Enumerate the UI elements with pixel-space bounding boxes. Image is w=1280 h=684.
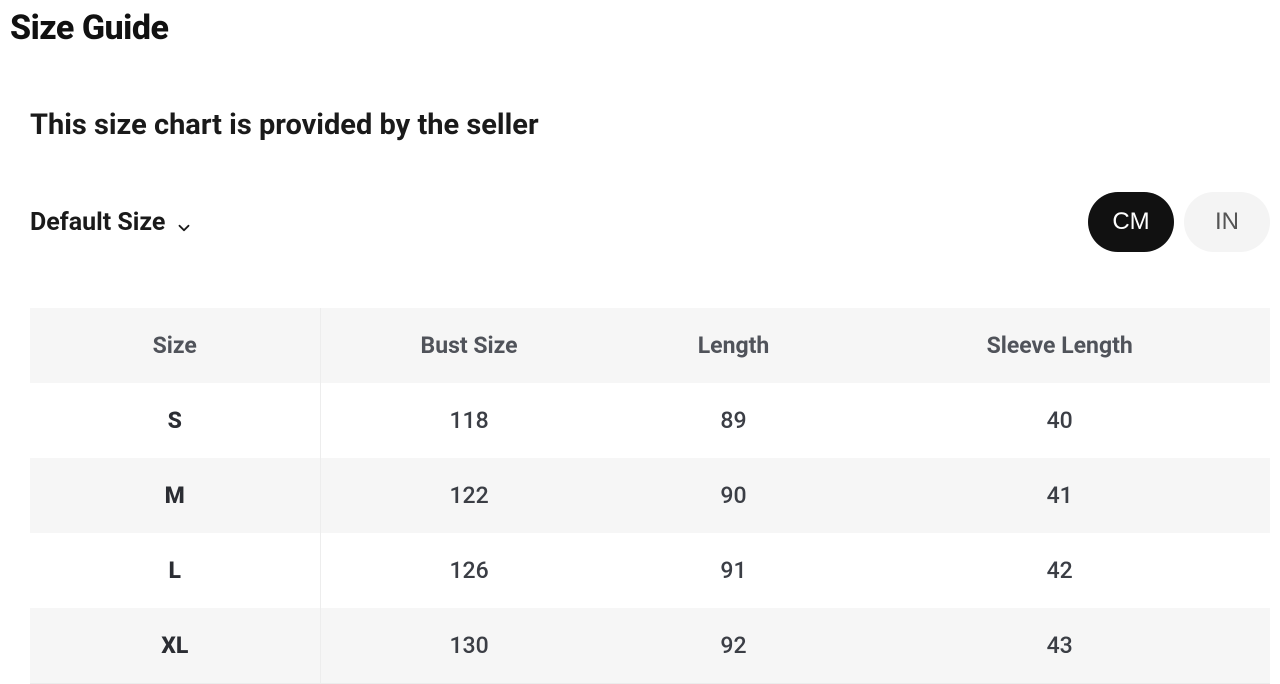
table-row: L 126 91 42 <box>30 533 1270 608</box>
unit-cm-button[interactable]: CM <box>1088 192 1174 252</box>
value-cell: 42 <box>849 533 1270 608</box>
value-cell: 122 <box>320 458 618 533</box>
value-cell: 118 <box>320 383 618 458</box>
table-row: S 118 89 40 <box>30 383 1270 458</box>
size-cell: XL <box>30 608 320 684</box>
value-cell: 126 <box>320 533 618 608</box>
size-cell: M <box>30 458 320 533</box>
value-cell: 43 <box>849 608 1270 684</box>
subtitle: This size chart is provided by the selle… <box>30 108 1270 142</box>
page-title: Size Guide <box>10 8 1270 48</box>
chevron-down-icon <box>175 215 189 229</box>
column-header: Length <box>618 308 850 383</box>
size-selector-dropdown[interactable]: Default Size <box>30 208 189 237</box>
table-body: S 118 89 40 M 122 90 41 L 126 91 42 XL 1… <box>30 383 1270 684</box>
unit-in-button[interactable]: IN <box>1184 192 1270 252</box>
value-cell: 40 <box>849 383 1270 458</box>
unit-toggle: CM IN <box>1088 192 1270 252</box>
content-area: This size chart is provided by the selle… <box>10 108 1270 684</box>
value-cell: 130 <box>320 608 618 684</box>
size-selector-label: Default Size <box>30 208 165 237</box>
value-cell: 90 <box>618 458 850 533</box>
size-chart-table: Size Bust Size Length Sleeve Length S 11… <box>30 308 1270 684</box>
column-header: Size <box>30 308 320 383</box>
column-header: Sleeve Length <box>849 308 1270 383</box>
table-header: Size Bust Size Length Sleeve Length <box>30 308 1270 383</box>
size-cell: S <box>30 383 320 458</box>
value-cell: 91 <box>618 533 850 608</box>
value-cell: 92 <box>618 608 850 684</box>
controls-row: Default Size CM IN <box>30 192 1270 252</box>
size-cell: L <box>30 533 320 608</box>
value-cell: 89 <box>618 383 850 458</box>
table-row: XL 130 92 43 <box>30 608 1270 684</box>
value-cell: 41 <box>849 458 1270 533</box>
column-header: Bust Size <box>320 308 618 383</box>
table-row: M 122 90 41 <box>30 458 1270 533</box>
